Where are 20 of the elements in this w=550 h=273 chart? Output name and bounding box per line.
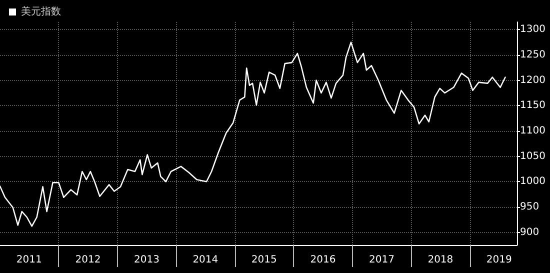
legend-label: 美元指数 — [21, 6, 61, 18]
y-tick-label: 1200 — [520, 74, 546, 86]
y-tick-label: 900 — [520, 226, 540, 238]
x-tick-label: 2018 — [428, 254, 454, 266]
x-tick-label: 2012 — [75, 254, 101, 266]
x-tick-label: 2017 — [368, 254, 394, 266]
x-tick-label: 2015 — [251, 254, 277, 266]
y-tick-label: 1150 — [520, 100, 546, 112]
y-tick-label: 950 — [520, 201, 540, 212]
y-tick-label: 1250 — [520, 49, 546, 60]
y-tick-label: 1300 — [520, 24, 546, 36]
y-tick-label: 1100 — [520, 125, 546, 136]
x-tick-label: 2013 — [134, 254, 160, 266]
y-tick-label: 1050 — [520, 150, 546, 162]
line-series — [0, 42, 506, 227]
x-tick-label: 2014 — [192, 254, 218, 266]
y-tick-label: 1000 — [520, 176, 546, 188]
x-tick-label: 2011 — [16, 254, 42, 266]
x-tick-label: 2019 — [486, 254, 512, 266]
x-tick-label: 2016 — [310, 254, 336, 266]
